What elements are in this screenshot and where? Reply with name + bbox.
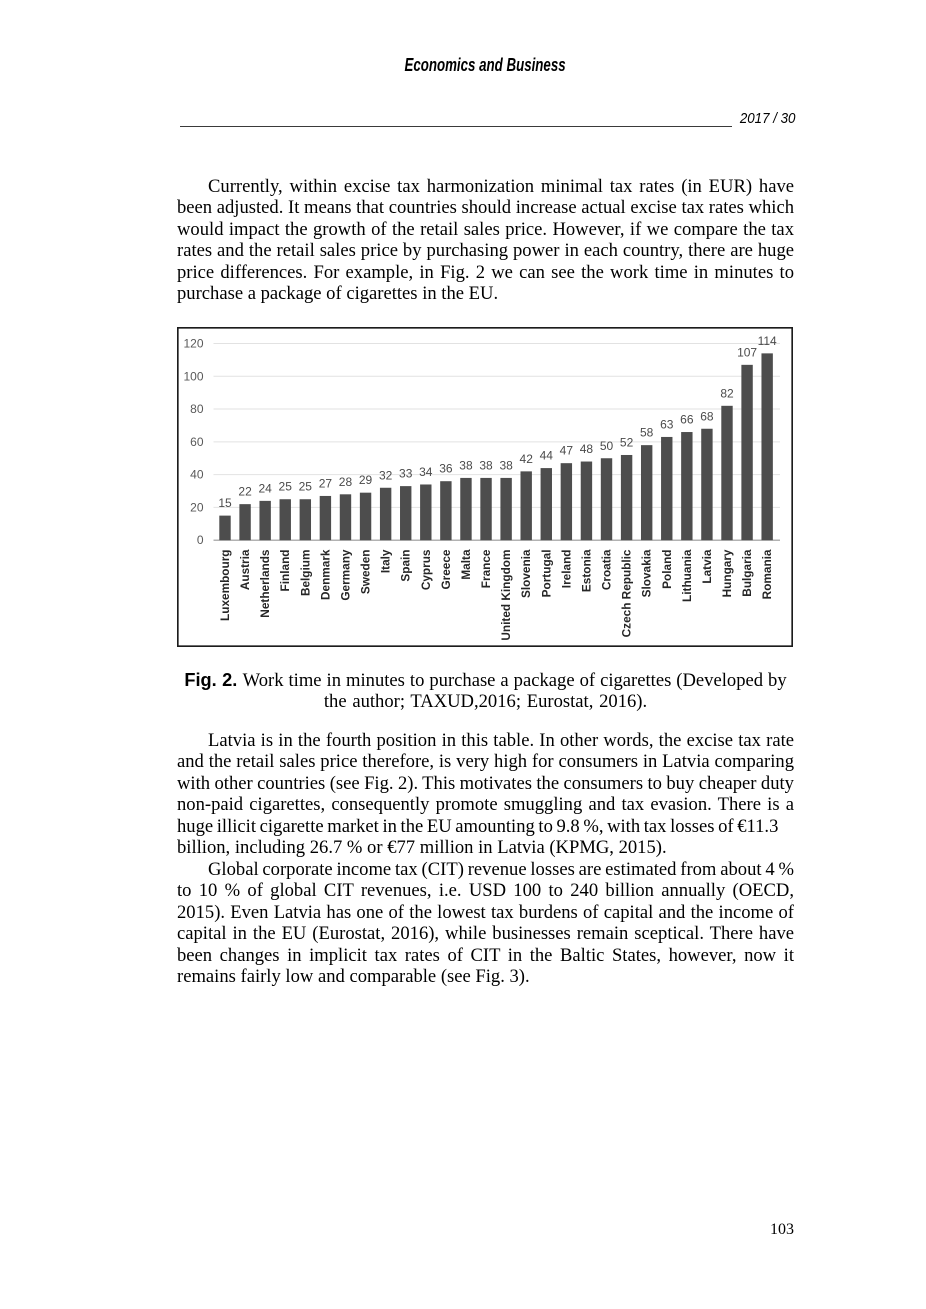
- svg-text:50: 50: [600, 439, 614, 453]
- svg-text:20: 20: [190, 500, 204, 514]
- svg-text:Czech Republic: Czech Republic: [620, 549, 634, 637]
- svg-text:0: 0: [197, 533, 204, 547]
- svg-text:Finland: Finland: [278, 550, 292, 592]
- svg-text:Portugal: Portugal: [539, 550, 553, 598]
- svg-text:Greece: Greece: [439, 549, 453, 589]
- svg-text:63: 63: [660, 417, 674, 431]
- svg-text:Hungary: Hungary: [720, 549, 734, 597]
- svg-text:25: 25: [299, 480, 313, 494]
- svg-text:Malta: Malta: [459, 549, 473, 580]
- svg-text:Slovakia: Slovakia: [640, 549, 654, 597]
- svg-text:60: 60: [190, 435, 204, 449]
- svg-text:Cyprus: Cyprus: [419, 549, 433, 590]
- svg-text:Croatia: Croatia: [600, 549, 614, 590]
- svg-text:Denmark: Denmark: [318, 549, 332, 600]
- svg-text:32: 32: [379, 468, 393, 482]
- svg-text:Italy: Italy: [379, 549, 393, 573]
- svg-text:Bulgaria: Bulgaria: [740, 549, 754, 597]
- svg-text:44: 44: [540, 449, 554, 463]
- svg-text:114: 114: [758, 334, 777, 348]
- svg-text:Sweden: Sweden: [359, 550, 373, 595]
- svg-text:15: 15: [218, 496, 232, 510]
- svg-text:80: 80: [190, 402, 204, 416]
- svg-text:34: 34: [419, 465, 433, 479]
- svg-text:66: 66: [680, 413, 694, 427]
- svg-text:France: France: [479, 549, 493, 588]
- svg-text:Slovenia: Slovenia: [519, 549, 533, 598]
- svg-text:Luxembourg: Luxembourg: [218, 550, 232, 621]
- svg-text:40: 40: [190, 468, 204, 482]
- svg-text:22: 22: [238, 485, 252, 499]
- svg-text:47: 47: [560, 444, 574, 458]
- svg-text:Germany: Germany: [338, 549, 352, 601]
- svg-text:Austria: Austria: [238, 549, 252, 590]
- svg-text:82: 82: [720, 386, 734, 400]
- svg-text:100: 100: [183, 369, 203, 383]
- svg-text:Romania: Romania: [760, 549, 774, 599]
- svg-text:Estonia: Estonia: [579, 549, 593, 592]
- svg-text:120: 120: [183, 337, 203, 351]
- svg-text:Poland: Poland: [660, 550, 674, 589]
- svg-text:Ireland: Ireland: [559, 550, 573, 589]
- svg-text:38: 38: [459, 458, 473, 472]
- svg-text:Lithuania: Lithuania: [680, 549, 694, 602]
- svg-text:25: 25: [279, 480, 293, 494]
- svg-text:38: 38: [479, 458, 493, 472]
- svg-text:28: 28: [339, 475, 353, 489]
- svg-text:Latvia: Latvia: [700, 549, 714, 584]
- svg-text:United Kingdom: United Kingdom: [499, 550, 513, 641]
- svg-text:38: 38: [499, 458, 513, 472]
- svg-text:68: 68: [700, 409, 714, 423]
- svg-text:Spain: Spain: [399, 550, 413, 582]
- svg-text:29: 29: [359, 473, 373, 487]
- svg-text:Netherlands: Netherlands: [258, 549, 272, 618]
- svg-text:48: 48: [580, 442, 594, 456]
- svg-text:33: 33: [399, 467, 413, 481]
- svg-text:Belgium: Belgium: [298, 550, 312, 597]
- svg-text:107: 107: [737, 345, 757, 359]
- svg-text:24: 24: [258, 481, 272, 495]
- svg-text:52: 52: [620, 435, 634, 449]
- svg-text:27: 27: [319, 476, 333, 490]
- svg-text:42: 42: [520, 452, 534, 466]
- svg-text:36: 36: [439, 462, 453, 476]
- svg-text:58: 58: [640, 426, 654, 440]
